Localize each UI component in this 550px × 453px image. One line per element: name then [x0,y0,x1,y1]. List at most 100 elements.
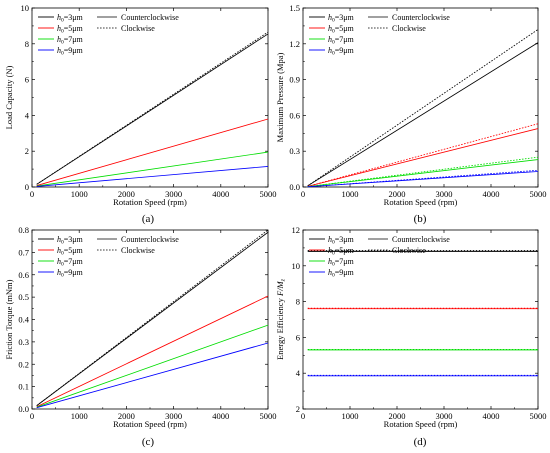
series-line-5 [36,165,269,187]
x-tick-label: 1000 [342,411,359,421]
x-tick-label: 5000 [260,411,277,421]
y-tick-label: 0.9 [289,75,300,85]
legend-label-h: h [57,46,61,55]
legend-label-rest: =7μm [335,257,355,266]
y-tick-label: 6 [25,75,29,85]
y-tick-label: 0.7 [18,247,29,257]
x-tick-label: 1000 [342,189,359,199]
series-line-5 [307,159,539,188]
x-tick-label: 3000 [165,411,182,421]
chart-panel-2: 0 1000 2000 3000 4000 5000 0.0 0.3 0.6 0.9 1.2 1.5 R… [275,3,547,225]
y-tick-label: 6 [296,332,300,342]
chart-panel-1: 0 1000 2000 3000 4000 5000 0 2 4 6 8 10 Rotation Spe… [4,3,277,225]
legend-label: h0=5μm [57,24,84,35]
y-axis-label-italic: F/M [275,280,285,297]
legend-style-label: Clockwise [392,24,426,33]
x-tick-label: 3000 [436,411,453,421]
series-line-4 [36,151,269,187]
y-tick-label: 0.4 [18,315,29,325]
y-tick-label: 2 [25,146,29,156]
legend-label-sub: 0 [61,240,64,246]
y-tick-label: 8 [25,39,29,49]
x-tick-label: 1000 [71,411,88,421]
legend-label-rest: =9μm [64,46,84,55]
legend-label-rest: =5μm [64,246,84,255]
y-tick-label: 10 [292,261,301,271]
legend-label-rest: =7μm [64,35,84,44]
series-line-3 [36,295,269,408]
x-tick-label: 5000 [260,189,277,199]
legend-label-sub: 0 [61,18,64,24]
y-tick-label: 8 [296,297,300,307]
y-axis-label-main: Energy Efficiency [275,296,285,360]
legend-label: h0=5μm [328,24,355,35]
series-line-2 [36,31,269,185]
legend-style-label: Counterclockwise [392,235,450,244]
x-tick-label: 4000 [483,189,500,199]
y-axis-label: Energy Efficiency F/Mz [275,278,287,360]
y-axis-label-sub: z [281,278,287,282]
panel-caption: (a) [142,213,155,225]
x-tick-label: 4000 [212,189,229,199]
y-tick-label: 0.8 [18,225,29,235]
legend-label-h: h [328,246,332,255]
legend-label-rest: =3μm [335,13,355,22]
y-tick-label: 0.5 [18,292,29,302]
legend-label: h0=7μm [328,257,355,268]
x-tick-label: 4000 [483,411,500,421]
x-tick-label: 3000 [436,189,453,199]
x-axis-label: Rotation Speed (rpm) [113,197,187,207]
y-tick-label: 0.3 [18,337,29,347]
series-line-2 [36,229,269,406]
legend-label-rest: =5μm [335,24,355,33]
x-tick-label: 2000 [118,411,135,421]
y-tick-label: 0.0 [18,404,29,414]
y-tick-label: 1.2 [289,39,300,49]
legend-label-rest: =3μm [64,235,84,244]
legend-label: h0=3μm [57,235,84,246]
y-axis-label: Friction Torque (mNm) [4,279,14,359]
x-tick-label: 0 [301,411,305,421]
y-tick-label: 10 [21,3,30,13]
y-tick-label: 0.6 [289,110,300,120]
legend-label-rest: =3μm [335,235,355,244]
legend-label-sub: 0 [61,40,64,46]
series-line-3 [307,128,539,187]
legend-label: h0=5μm [328,246,355,257]
x-tick-label: 0 [30,411,34,421]
series-line-6 [307,156,539,188]
x-tick-label: 5000 [530,411,547,421]
legend-label-sub: 0 [332,18,335,24]
x-tick-label: 2000 [389,189,406,199]
legend-label-h: h [57,24,61,33]
x-tick-label: 0 [30,189,34,199]
legend-label-rest: =9μm [64,268,84,277]
x-tick-label: 0 [301,189,305,199]
legend-style-label: Clockwise [392,246,426,255]
legend-label-sub: 0 [61,251,64,257]
y-tick-label: 0.2 [18,359,29,369]
legend-label-sub: 0 [332,40,335,46]
legend-label: h0=9μm [57,268,84,279]
series-line-1 [36,33,269,185]
legend-label-sub: 0 [61,273,64,279]
legend-label-h: h [57,35,61,44]
legend-label: h0=7μm [57,257,84,268]
legend-label: h0=3μm [328,13,355,24]
legend-label-rest: =3μm [64,13,84,22]
series-line-3 [36,118,269,186]
legend-label-h: h [328,46,332,55]
series-line-1 [307,42,539,187]
legend-style-label: Clockwise [121,246,155,255]
series-line-4 [36,324,269,408]
legend-label: h0=5μm [57,246,84,257]
x-tick-label: 3000 [165,189,182,199]
legend-label-h: h [328,35,332,44]
legend-label-sub: 0 [61,29,64,35]
y-tick-label: 0.3 [289,146,300,156]
legend-label-sub: 0 [332,29,335,35]
series-line-7 [307,171,539,188]
x-tick-label: 5000 [530,189,547,199]
legend-label-sub: 0 [332,240,335,246]
